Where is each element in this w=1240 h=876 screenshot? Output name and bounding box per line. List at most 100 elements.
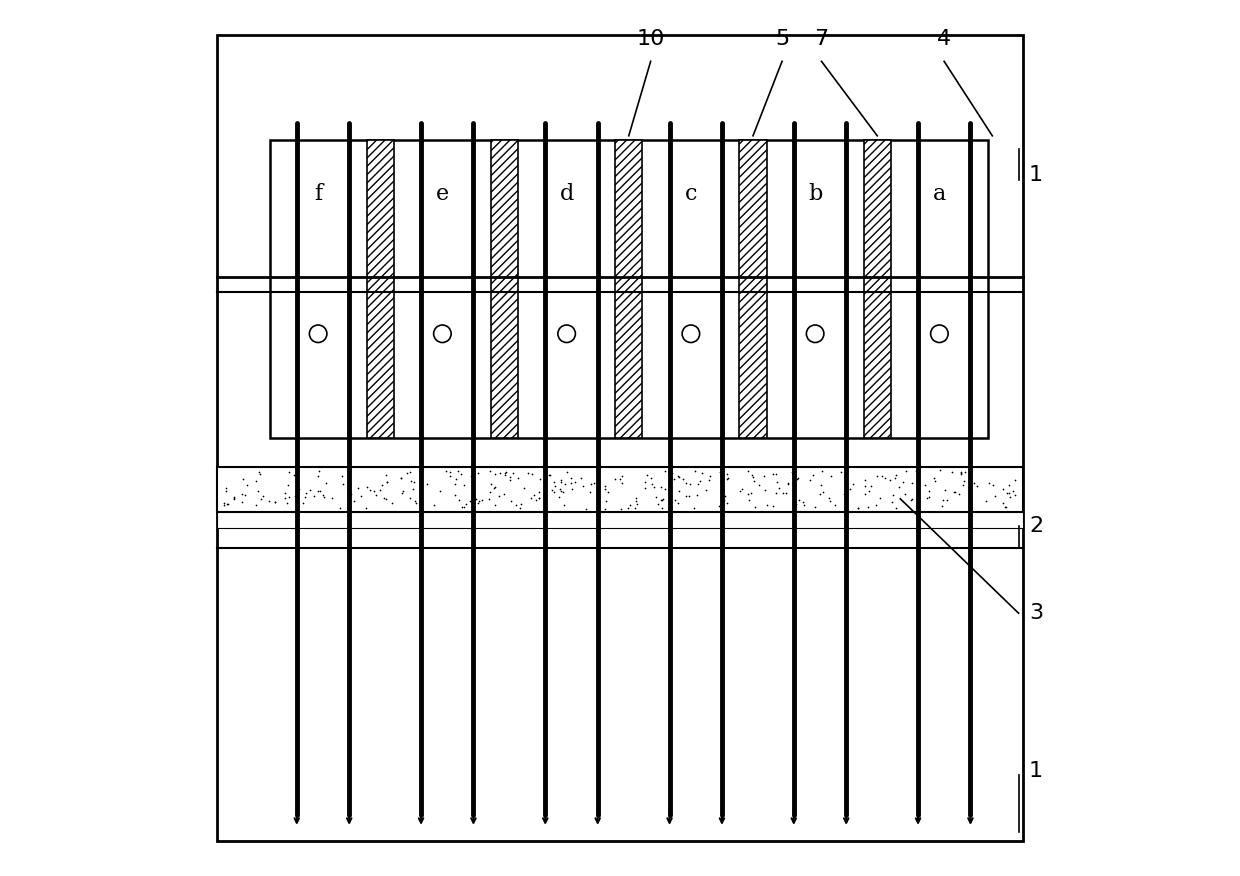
Point <box>404 494 424 508</box>
Point <box>526 493 546 507</box>
Point <box>676 489 696 503</box>
Point <box>644 480 663 494</box>
Point <box>397 466 417 480</box>
Point <box>528 491 548 505</box>
Point <box>495 465 515 479</box>
Point <box>285 489 305 503</box>
Point <box>718 472 738 486</box>
Point <box>715 490 735 504</box>
Point <box>611 502 631 516</box>
Point <box>800 473 820 487</box>
Point <box>919 484 939 498</box>
Point <box>883 495 903 509</box>
Point <box>480 463 500 477</box>
Point <box>279 491 299 505</box>
Point <box>485 480 505 494</box>
Point <box>500 470 520 484</box>
Point <box>539 468 559 482</box>
Point <box>295 491 315 505</box>
Point <box>309 464 329 478</box>
Point <box>935 484 955 498</box>
Point <box>314 490 334 504</box>
Point <box>952 478 972 492</box>
Point <box>936 493 956 507</box>
Point <box>635 481 655 495</box>
Point <box>718 471 738 485</box>
Point <box>401 491 420 505</box>
Point <box>670 484 689 498</box>
Point <box>711 492 730 506</box>
Point <box>596 494 616 508</box>
Point <box>430 484 450 498</box>
Point <box>288 483 308 497</box>
Point <box>332 469 352 483</box>
Point <box>232 495 252 509</box>
Point <box>529 472 549 486</box>
Point <box>691 474 711 488</box>
Point <box>744 474 764 488</box>
Point <box>250 467 270 481</box>
Point <box>253 490 273 504</box>
Point <box>742 468 761 482</box>
Text: 7: 7 <box>815 30 828 49</box>
Point <box>494 487 513 501</box>
Point <box>712 465 732 479</box>
Point <box>653 491 673 505</box>
Text: 1: 1 <box>1029 761 1043 781</box>
Point <box>859 484 879 498</box>
Point <box>945 485 965 499</box>
Point <box>605 472 625 486</box>
Point <box>553 484 573 498</box>
Point <box>932 499 952 513</box>
Point <box>573 479 593 493</box>
Point <box>642 477 662 491</box>
Bar <box>367 140 394 438</box>
Point <box>237 477 257 491</box>
Point <box>503 466 523 480</box>
Text: 1: 1 <box>1029 166 1043 185</box>
Point <box>684 501 704 515</box>
Point <box>625 500 645 514</box>
Point <box>843 477 863 491</box>
Point <box>698 473 718 487</box>
Point <box>465 492 485 506</box>
Point <box>951 465 971 479</box>
Point <box>996 500 1016 514</box>
Point <box>883 488 903 502</box>
Point <box>598 485 618 499</box>
Point <box>743 470 763 484</box>
Point <box>341 487 361 501</box>
Point <box>739 492 759 506</box>
Point <box>508 471 528 485</box>
Point <box>557 465 577 479</box>
Point <box>779 476 799 490</box>
Point <box>401 464 420 478</box>
Point <box>424 498 444 512</box>
Point <box>942 465 962 479</box>
Point <box>766 467 786 481</box>
Point <box>999 486 1019 500</box>
Point <box>490 489 510 503</box>
Point <box>445 489 465 503</box>
Text: a: a <box>932 183 946 205</box>
Point <box>501 494 521 508</box>
Text: 10: 10 <box>636 30 665 49</box>
Point <box>485 467 505 481</box>
Point <box>805 500 825 514</box>
Point <box>582 477 601 491</box>
Point <box>289 482 309 496</box>
Point <box>296 486 316 500</box>
Point <box>363 484 383 498</box>
Text: 3: 3 <box>1029 604 1043 623</box>
Point <box>686 464 706 478</box>
Text: b: b <box>808 183 822 205</box>
Point <box>224 491 244 505</box>
Bar <box>217 512 1023 528</box>
Point <box>672 472 692 486</box>
Point <box>649 497 668 511</box>
Point <box>627 497 647 511</box>
Point <box>812 464 832 478</box>
Point <box>472 493 492 507</box>
Point <box>481 477 501 491</box>
Point <box>538 468 558 482</box>
